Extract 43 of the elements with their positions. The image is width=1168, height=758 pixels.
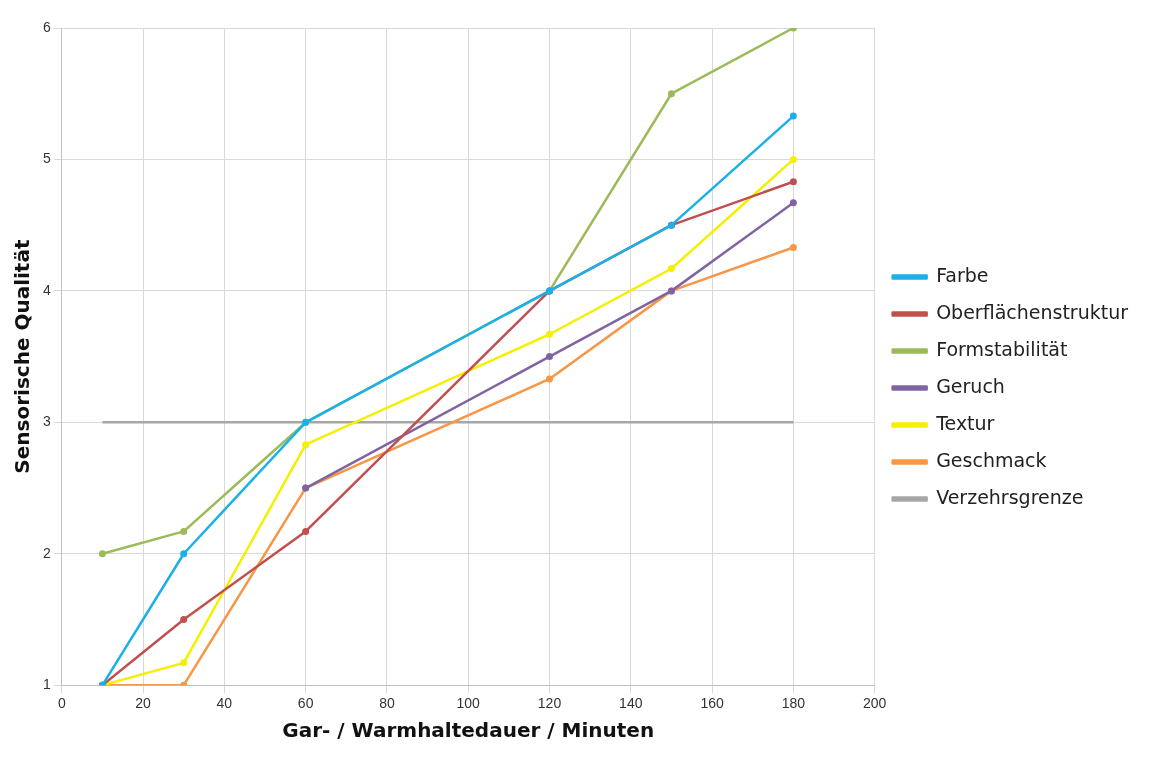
x-tick-label: 180 [781, 695, 806, 712]
point [302, 441, 310, 449]
x-tick-label: 80 [379, 695, 395, 712]
x-tick-label: 120 [537, 695, 562, 712]
point [546, 375, 553, 383]
legend-label: Textur [935, 411, 995, 434]
y-tick-label: 4 [42, 281, 51, 298]
x-tick-label: 0 [57, 695, 66, 712]
y-tick-label: 3 [42, 413, 51, 430]
y-tick-label: 6 [42, 18, 51, 35]
point [789, 112, 797, 120]
point [546, 353, 553, 361]
y-tick-label: 2 [42, 544, 51, 561]
point [546, 330, 553, 338]
point [667, 90, 675, 98]
x-tick-label: 100 [456, 695, 481, 712]
point [789, 244, 797, 252]
legend-label: Geruch [936, 374, 1005, 397]
y-tick-label: 1 [42, 676, 51, 693]
x-tick-label: 160 [700, 695, 724, 712]
legend-label: Formstabilität [936, 337, 1068, 360]
point [789, 199, 797, 207]
point [667, 265, 675, 273]
legend-label: Verzehrsgrenze [936, 485, 1084, 508]
point [789, 155, 797, 163]
legend-label: Farbe [936, 263, 989, 286]
x-tick-label: 60 [297, 695, 314, 712]
x-tick-label: 200 [862, 695, 887, 712]
y-tick-label: 5 [42, 150, 51, 167]
point [180, 615, 188, 623]
point [302, 527, 310, 535]
point [789, 178, 797, 186]
point [180, 550, 188, 558]
x-tick-label: 40 [216, 695, 233, 712]
y-axis-title: Sensorische Qualität [10, 239, 35, 474]
point [98, 550, 106, 558]
x-axis-title: Gar- / Warmhaltedauer / Minuten [282, 718, 655, 743]
x-tick-label: 140 [619, 695, 643, 712]
x-tick-label: 20 [135, 695, 152, 712]
point [180, 659, 188, 667]
point [180, 527, 188, 535]
legend-label: Geschmack [936, 448, 1047, 471]
legend-label: Oberflächenstruktur [936, 300, 1129, 323]
